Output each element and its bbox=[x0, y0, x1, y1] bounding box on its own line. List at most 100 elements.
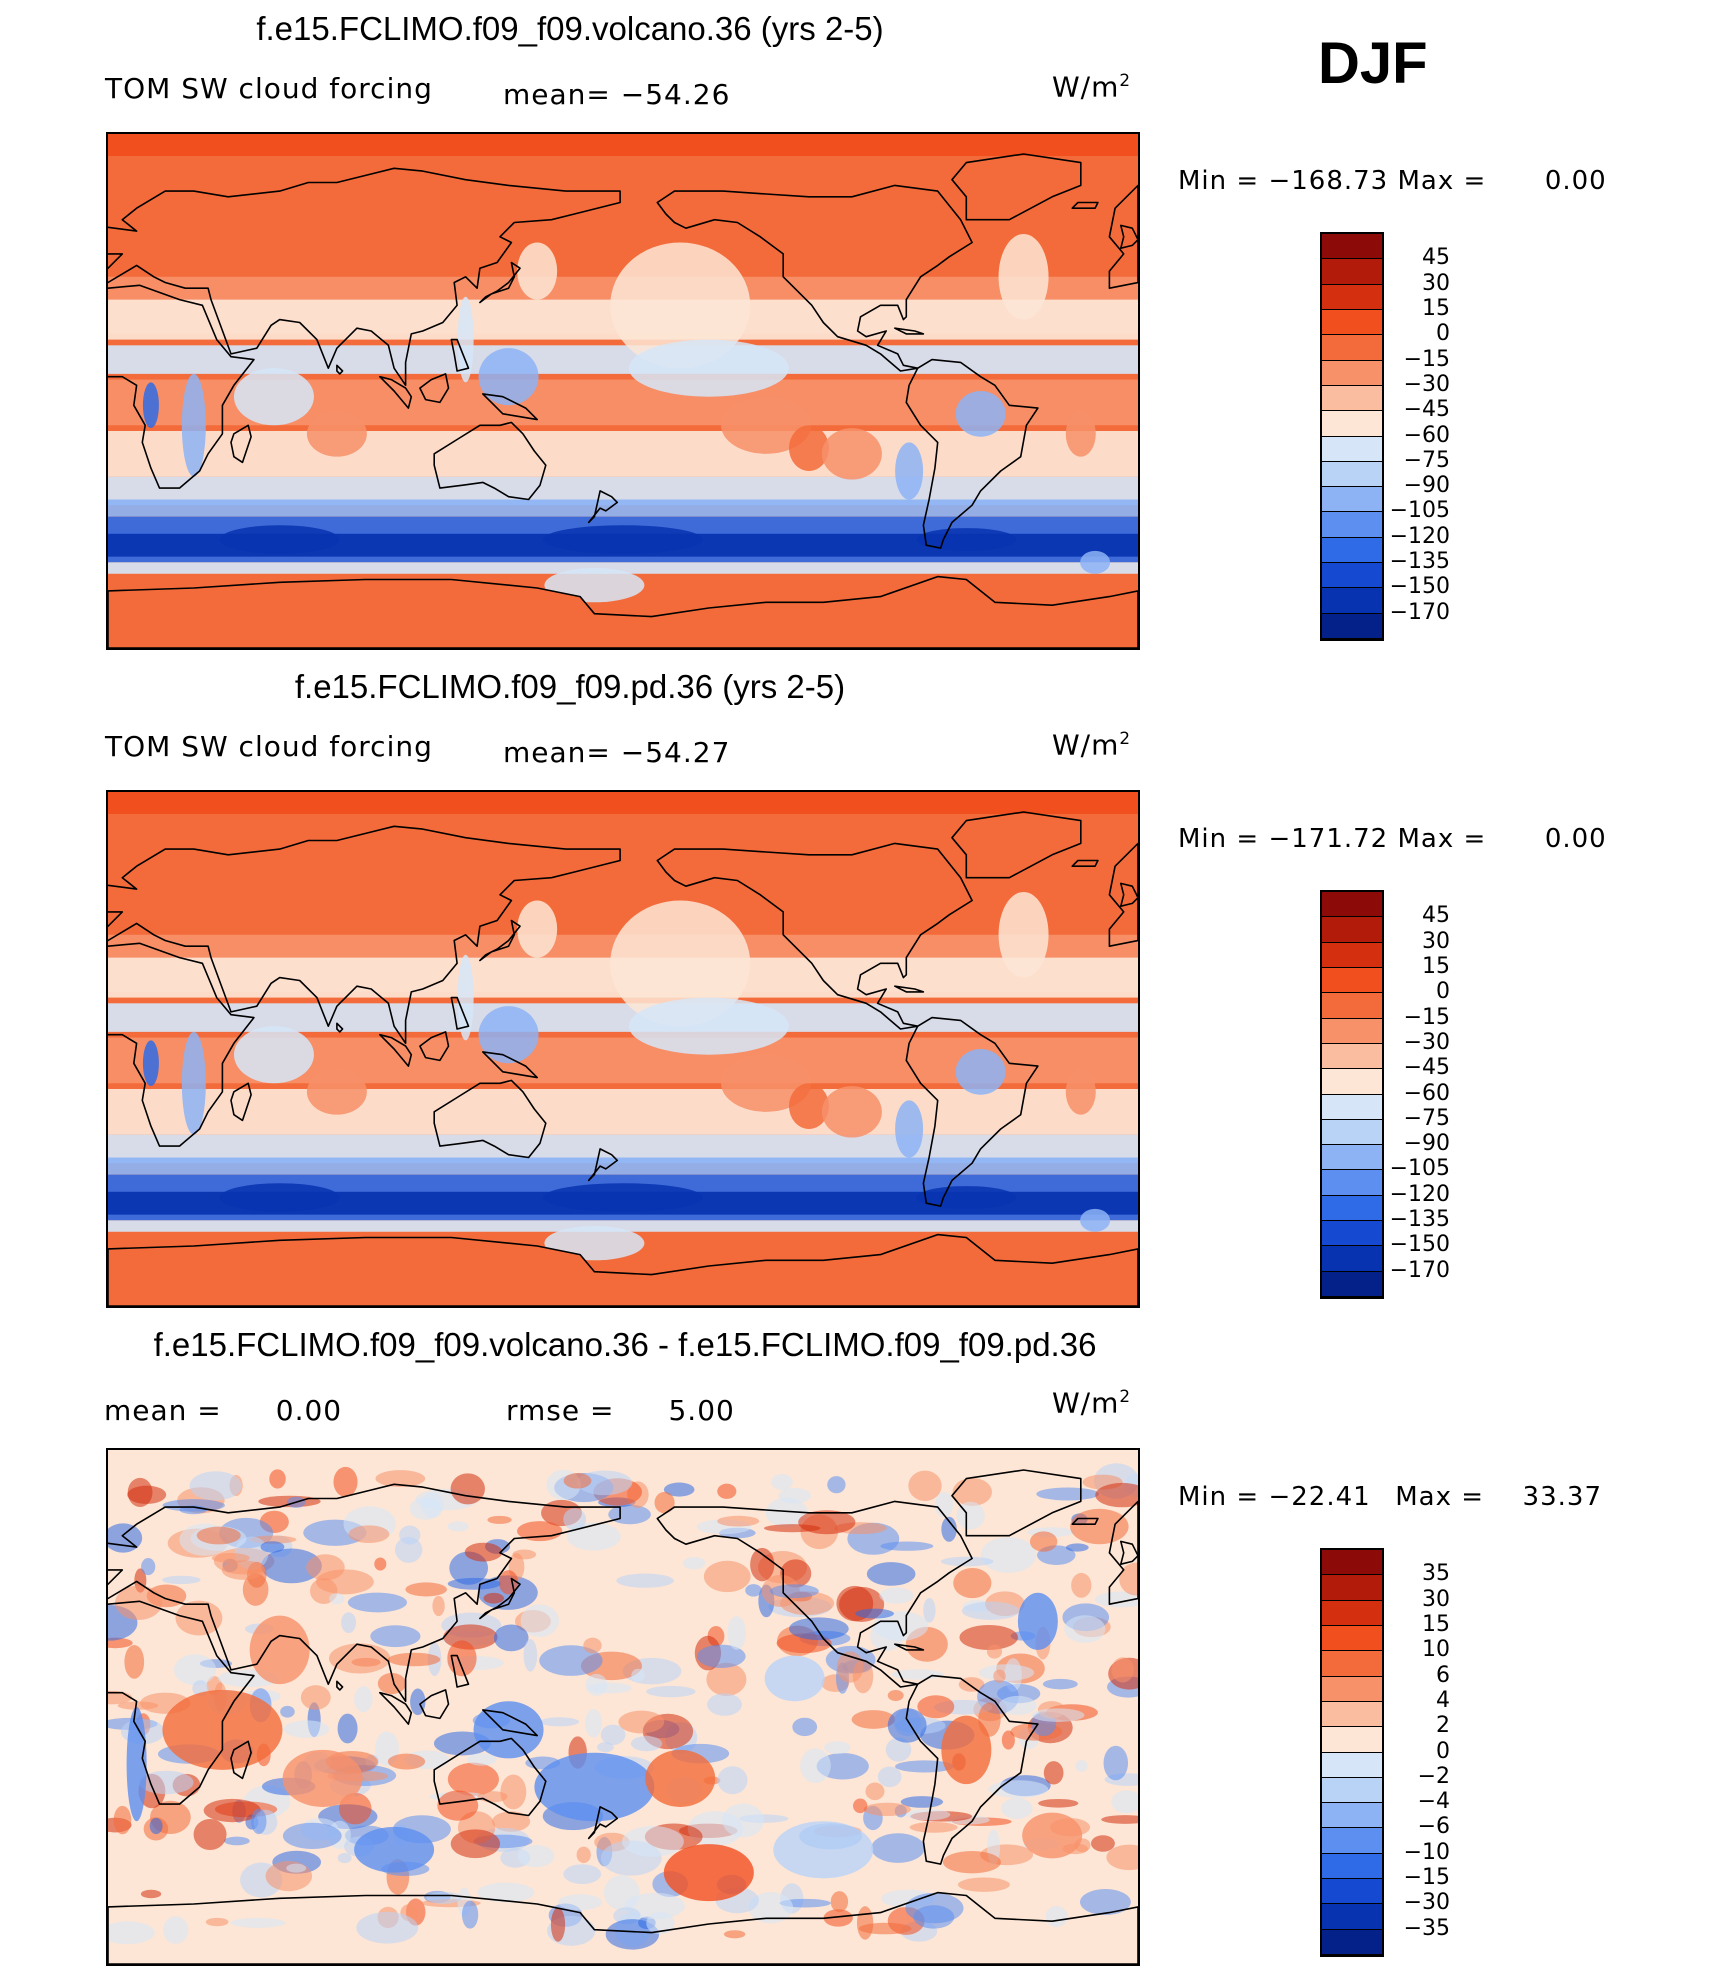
colorbar-cell bbox=[1322, 259, 1382, 285]
panel3-title: f.e15.FCLIMO.f09_f09.volcano.36 - f.e15.… bbox=[153, 1326, 1097, 1363]
coastline-srilanka bbox=[336, 364, 344, 375]
colorbar-cell bbox=[1322, 1246, 1382, 1272]
colorbar-tick-label: −120 bbox=[1389, 523, 1450, 549]
colorbar-tick-label: −15 bbox=[1403, 1865, 1450, 1891]
field-patch bbox=[717, 1766, 748, 1795]
field-patch bbox=[980, 1537, 1037, 1573]
coastline-eurasiaW bbox=[1108, 1500, 1138, 1605]
field-patch bbox=[959, 1624, 1018, 1650]
colorbar-cell bbox=[1322, 1170, 1382, 1196]
panel3-units-base: W/m bbox=[1052, 1386, 1120, 1420]
field-blob bbox=[282, 1749, 363, 1807]
field-patch bbox=[1111, 1657, 1134, 1683]
field-patch bbox=[223, 1836, 250, 1846]
field-patch bbox=[211, 1553, 250, 1563]
field-patch bbox=[487, 1515, 512, 1524]
colorbar-cell bbox=[1322, 436, 1382, 462]
colorbar-cell bbox=[1322, 613, 1382, 639]
coastline-samerica bbox=[905, 1674, 1039, 1865]
field-patch bbox=[348, 1525, 390, 1543]
colorbar-tick-label: −90 bbox=[1403, 473, 1450, 499]
field-patch bbox=[432, 1595, 445, 1617]
field-band bbox=[108, 1088, 1138, 1135]
colorbar-cell bbox=[1322, 967, 1382, 994]
colorbar-tick-label: −15 bbox=[1403, 346, 1450, 372]
field-patch bbox=[717, 1515, 760, 1527]
colorbar-tick-label: −60 bbox=[1403, 1080, 1450, 1106]
coastline-iceland bbox=[1071, 201, 1099, 209]
coastline-eurasiaW bbox=[1108, 842, 1138, 947]
coastline-iceland bbox=[1071, 859, 1099, 867]
field-blob bbox=[354, 1826, 435, 1873]
field-band bbox=[108, 1220, 1138, 1232]
panel3-map-svg bbox=[108, 1450, 1138, 1964]
colorbar-tick-label: −30 bbox=[1403, 1029, 1450, 1055]
coastline-madagascar bbox=[230, 1740, 252, 1780]
field-blob bbox=[788, 425, 829, 471]
field-patch bbox=[283, 1720, 330, 1738]
field-patch bbox=[394, 1536, 423, 1563]
colorbar-cell bbox=[1322, 309, 1382, 336]
field-patch bbox=[517, 1844, 555, 1868]
field-patch bbox=[654, 1491, 675, 1514]
colorbar-cell bbox=[1322, 411, 1382, 437]
field-patch bbox=[387, 1652, 441, 1667]
panel1-variable: TOM SW cloud forcing bbox=[105, 72, 433, 105]
coastline-greenland bbox=[951, 1469, 1082, 1537]
field-blob bbox=[610, 900, 751, 1027]
coastline-borneo bbox=[419, 1689, 450, 1720]
panel1-min-label: Min = bbox=[1178, 166, 1260, 196]
colorbar-tick-label: 0 bbox=[1436, 321, 1450, 347]
field-patch bbox=[251, 1808, 267, 1835]
field-blob bbox=[941, 1715, 992, 1785]
field-patch bbox=[879, 1587, 914, 1604]
colorbar-tick-label: 30 bbox=[1422, 928, 1450, 954]
panel1-mean-label: mean= bbox=[503, 78, 611, 111]
field-patch bbox=[124, 1644, 145, 1679]
panel3-max-label: Max = bbox=[1395, 1482, 1485, 1512]
field-patch bbox=[483, 1592, 504, 1604]
field-patch bbox=[706, 1662, 747, 1697]
field-patch bbox=[748, 1892, 794, 1924]
colorbar-cell bbox=[1322, 512, 1382, 538]
field-patch bbox=[108, 1921, 155, 1945]
field-patch bbox=[387, 1753, 426, 1770]
colorbar-tick-label: 35 bbox=[1422, 1561, 1450, 1587]
coastline-srilanka bbox=[336, 1680, 344, 1691]
field-patch bbox=[986, 1644, 1003, 1659]
colorbar-cell bbox=[1322, 234, 1382, 260]
colorbar-cell bbox=[1322, 1904, 1382, 1930]
field-patch bbox=[663, 1482, 695, 1497]
coastline-cuba bbox=[894, 1643, 925, 1651]
field-patch bbox=[260, 1541, 285, 1553]
field-patch bbox=[908, 1470, 942, 1501]
coastline-antarctica bbox=[108, 575, 1138, 648]
field-patch bbox=[865, 1782, 885, 1801]
field-patch bbox=[745, 1584, 762, 1597]
colorbar-tick-label: 10 bbox=[1422, 1637, 1450, 1663]
colorbar-tick-label: −6 bbox=[1417, 1814, 1450, 1840]
field-patch bbox=[585, 1708, 603, 1738]
field-patch bbox=[769, 1584, 819, 1599]
field-band bbox=[108, 499, 1138, 517]
field-patch bbox=[577, 1470, 633, 1496]
field-patch bbox=[500, 1774, 527, 1810]
field-patch bbox=[1101, 1815, 1138, 1824]
colorbar-tick-label: −75 bbox=[1403, 447, 1450, 473]
field-patch bbox=[189, 1471, 242, 1501]
coastline-nz bbox=[587, 1148, 619, 1182]
colorbar-cell bbox=[1322, 1929, 1382, 1955]
field-blob bbox=[534, 1752, 655, 1822]
field-patch bbox=[597, 1742, 614, 1753]
field-blob bbox=[1065, 410, 1096, 457]
colorbar-tick-label: 4 bbox=[1436, 1687, 1450, 1713]
field-patch bbox=[437, 1790, 479, 1821]
field-patch bbox=[895, 1760, 955, 1773]
coastline-antarctica bbox=[108, 1233, 1138, 1306]
field-patch bbox=[280, 1705, 295, 1718]
coastline-srilanka bbox=[336, 1022, 344, 1033]
field-patch bbox=[616, 1573, 674, 1588]
panel3-rmse: rmse = 5.00 bbox=[506, 1394, 735, 1427]
panel3-min-value: −22.41 bbox=[1268, 1482, 1371, 1512]
field-patch bbox=[957, 1877, 1010, 1892]
